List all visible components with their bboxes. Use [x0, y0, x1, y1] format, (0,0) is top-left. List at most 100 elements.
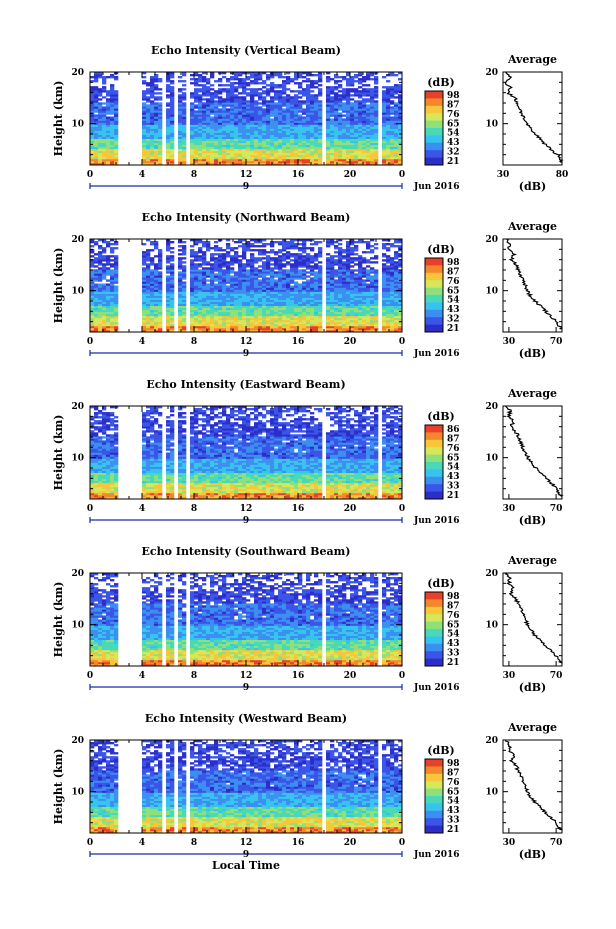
heatmap-cell — [90, 124, 95, 127]
heatmap-cell — [234, 144, 239, 148]
heatmap-cell — [318, 100, 323, 103]
heatmap-cell — [110, 325, 115, 329]
heatmap-cell — [330, 158, 335, 162]
heatmap-cell — [294, 303, 299, 307]
heatmap-cell — [110, 287, 115, 290]
heatmap-cell — [242, 309, 247, 313]
heatmap-cell — [206, 245, 211, 248]
heatmap-cell — [226, 140, 231, 144]
heatmap-cell — [158, 138, 163, 142]
heatmap-cell — [194, 160, 199, 164]
heatmap-cell — [202, 305, 207, 309]
heatmap-cell — [326, 293, 331, 296]
heatmap-cell — [230, 116, 235, 119]
heatmap-cell — [306, 92, 311, 95]
heatmap-cell — [106, 301, 111, 304]
heatmap-cell — [338, 273, 343, 276]
heatmap-cell — [302, 148, 307, 152]
heatmap-cell — [202, 269, 207, 272]
heatmap-cell — [282, 241, 287, 244]
heatmap-cell — [278, 281, 283, 284]
heatmap-cell — [194, 303, 199, 307]
heatmap-cell — [198, 317, 203, 321]
heatmap-cell — [298, 285, 303, 288]
heatmap-cell — [158, 106, 163, 109]
heatmap-cell — [374, 82, 379, 85]
colorbar-segment — [425, 146, 443, 149]
heatmap-cell — [370, 160, 375, 164]
heatmap-cell — [158, 303, 163, 307]
heatmap-cell — [358, 120, 363, 123]
heatmap-cell — [178, 100, 183, 103]
heatmap-cell — [314, 118, 319, 121]
heatmap-cell — [238, 295, 243, 298]
date-day-label: 9 — [243, 182, 249, 192]
heatmap-cell — [330, 162, 335, 166]
heatmap-cell — [306, 124, 311, 127]
heatmap-cell — [334, 102, 339, 105]
heatmap-cell — [286, 285, 291, 288]
heatmap-cell — [330, 269, 335, 272]
heatmap-cell — [114, 78, 119, 81]
heatmap-cell — [394, 114, 399, 117]
heatmap-cell — [350, 82, 355, 85]
heatmap-cell — [278, 317, 283, 321]
heatmap-cell — [294, 126, 299, 129]
heatmap-cell — [210, 253, 215, 256]
heatmap-cell — [278, 112, 283, 115]
heatmap-cell — [210, 126, 215, 129]
heatmap-cell — [94, 114, 99, 117]
heatmap-cell — [382, 86, 387, 89]
heatmap-cell — [194, 251, 199, 254]
heatmap-cell — [242, 156, 247, 160]
heatmap-cell — [110, 130, 115, 133]
heatmap-cell — [102, 116, 107, 119]
heatmap-cell — [90, 152, 95, 156]
heatmap-cell — [150, 263, 155, 266]
heatmap-cell — [298, 144, 303, 148]
heatmap-cell — [298, 74, 303, 77]
heatmap-cell — [190, 94, 195, 97]
heatmap-cell — [154, 116, 159, 119]
heatmap-cell — [354, 152, 359, 156]
colorbar-segment — [425, 115, 443, 118]
heatmap-cell — [314, 257, 319, 260]
heatmap-cell — [110, 315, 115, 319]
heatmap-cell — [326, 329, 331, 333]
heatmap-cell — [302, 116, 307, 119]
heatmap-cell — [166, 146, 171, 150]
heatmap-cell — [274, 275, 279, 278]
heatmap-cell — [230, 148, 235, 152]
heatmap-cell — [318, 323, 323, 327]
heatmap-cell — [338, 160, 343, 164]
heatmap-cell — [198, 309, 203, 313]
heatmap-cell — [154, 144, 159, 148]
heatmap-cell — [342, 138, 347, 142]
heatmap-cell — [238, 255, 243, 258]
colorbar-segment — [425, 137, 443, 140]
heatmap-cell — [310, 257, 315, 260]
heatmap-cell — [190, 114, 195, 117]
heatmap-cell — [354, 134, 359, 137]
heatmap-cell — [222, 156, 227, 160]
heatmap-cell — [170, 140, 175, 144]
heatmap-cell — [310, 281, 315, 284]
heatmap-cell — [318, 285, 323, 288]
heatmap-cell — [242, 305, 247, 309]
heatmap-cell — [314, 132, 319, 135]
heatmap-cell — [194, 136, 199, 140]
heatmap-cell — [374, 148, 379, 152]
heatmap-cell — [90, 128, 95, 131]
heatmap-cell — [266, 257, 271, 260]
heatmap-cell — [238, 323, 243, 327]
heatmap-cell — [98, 108, 103, 111]
heatmap-cell — [290, 150, 295, 154]
heatmap-cell — [158, 319, 163, 323]
heatmap-cell — [194, 126, 199, 129]
heatmap-cell — [270, 82, 275, 85]
heatmap-cell — [190, 325, 195, 329]
heatmap-cell — [206, 86, 211, 89]
heatmap-cell — [246, 303, 251, 307]
heatmap-cell — [150, 299, 155, 302]
heatmap-cell — [342, 146, 347, 150]
